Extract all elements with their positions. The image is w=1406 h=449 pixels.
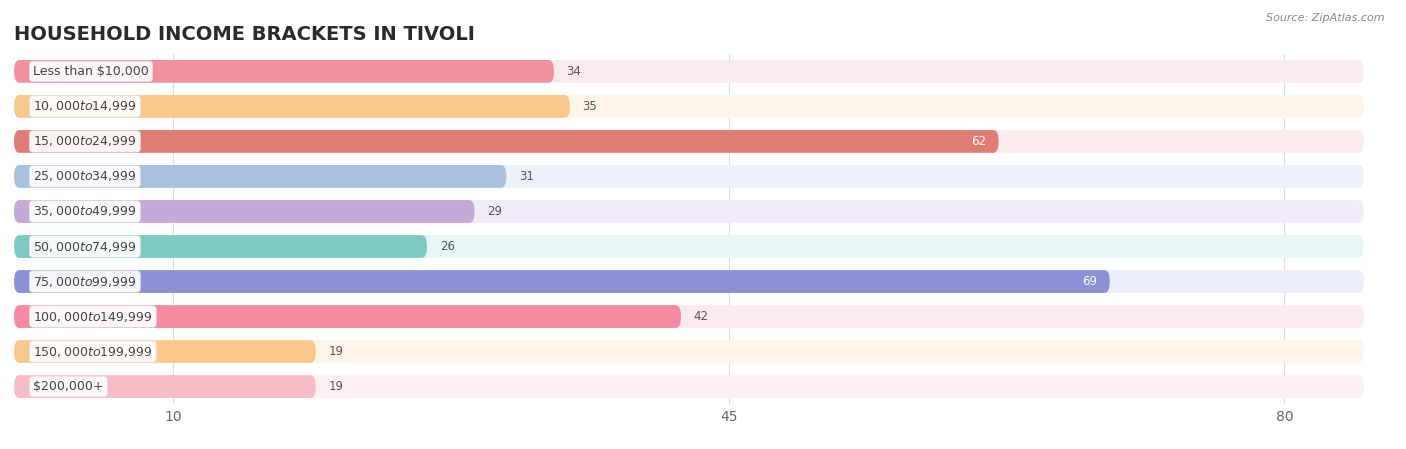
FancyBboxPatch shape (14, 200, 475, 223)
Text: 26: 26 (440, 240, 454, 253)
FancyBboxPatch shape (14, 305, 681, 328)
FancyBboxPatch shape (14, 60, 1364, 83)
Text: 34: 34 (567, 65, 582, 78)
Text: 29: 29 (488, 205, 502, 218)
Text: $25,000 to $34,999: $25,000 to $34,999 (34, 169, 136, 184)
FancyBboxPatch shape (14, 375, 316, 398)
Text: $10,000 to $14,999: $10,000 to $14,999 (34, 99, 136, 114)
FancyBboxPatch shape (14, 375, 1364, 398)
FancyBboxPatch shape (14, 130, 1364, 153)
Text: 42: 42 (693, 310, 709, 323)
Text: HOUSEHOLD INCOME BRACKETS IN TIVOLI: HOUSEHOLD INCOME BRACKETS IN TIVOLI (14, 25, 475, 44)
FancyBboxPatch shape (14, 60, 554, 83)
Text: $100,000 to $149,999: $100,000 to $149,999 (34, 309, 152, 324)
FancyBboxPatch shape (14, 165, 1364, 188)
FancyBboxPatch shape (14, 340, 316, 363)
FancyBboxPatch shape (14, 200, 1364, 223)
FancyBboxPatch shape (14, 235, 1364, 258)
Text: $15,000 to $24,999: $15,000 to $24,999 (34, 134, 136, 149)
Text: $75,000 to $99,999: $75,000 to $99,999 (34, 274, 136, 289)
Text: $200,000+: $200,000+ (34, 380, 104, 393)
FancyBboxPatch shape (14, 130, 998, 153)
FancyBboxPatch shape (14, 95, 569, 118)
FancyBboxPatch shape (14, 340, 1364, 363)
FancyBboxPatch shape (14, 270, 1364, 293)
Text: 35: 35 (582, 100, 598, 113)
FancyBboxPatch shape (14, 270, 1109, 293)
FancyBboxPatch shape (14, 235, 427, 258)
Text: 69: 69 (1083, 275, 1097, 288)
Text: 19: 19 (329, 345, 343, 358)
FancyBboxPatch shape (14, 165, 506, 188)
FancyBboxPatch shape (14, 95, 1364, 118)
Text: $50,000 to $74,999: $50,000 to $74,999 (34, 239, 136, 254)
Text: 62: 62 (972, 135, 986, 148)
Text: 19: 19 (329, 380, 343, 393)
Text: 31: 31 (519, 170, 534, 183)
Text: $150,000 to $199,999: $150,000 to $199,999 (34, 344, 152, 359)
FancyBboxPatch shape (14, 305, 1364, 328)
Text: Less than $10,000: Less than $10,000 (34, 65, 149, 78)
Text: Source: ZipAtlas.com: Source: ZipAtlas.com (1267, 13, 1385, 23)
Text: $35,000 to $49,999: $35,000 to $49,999 (34, 204, 136, 219)
